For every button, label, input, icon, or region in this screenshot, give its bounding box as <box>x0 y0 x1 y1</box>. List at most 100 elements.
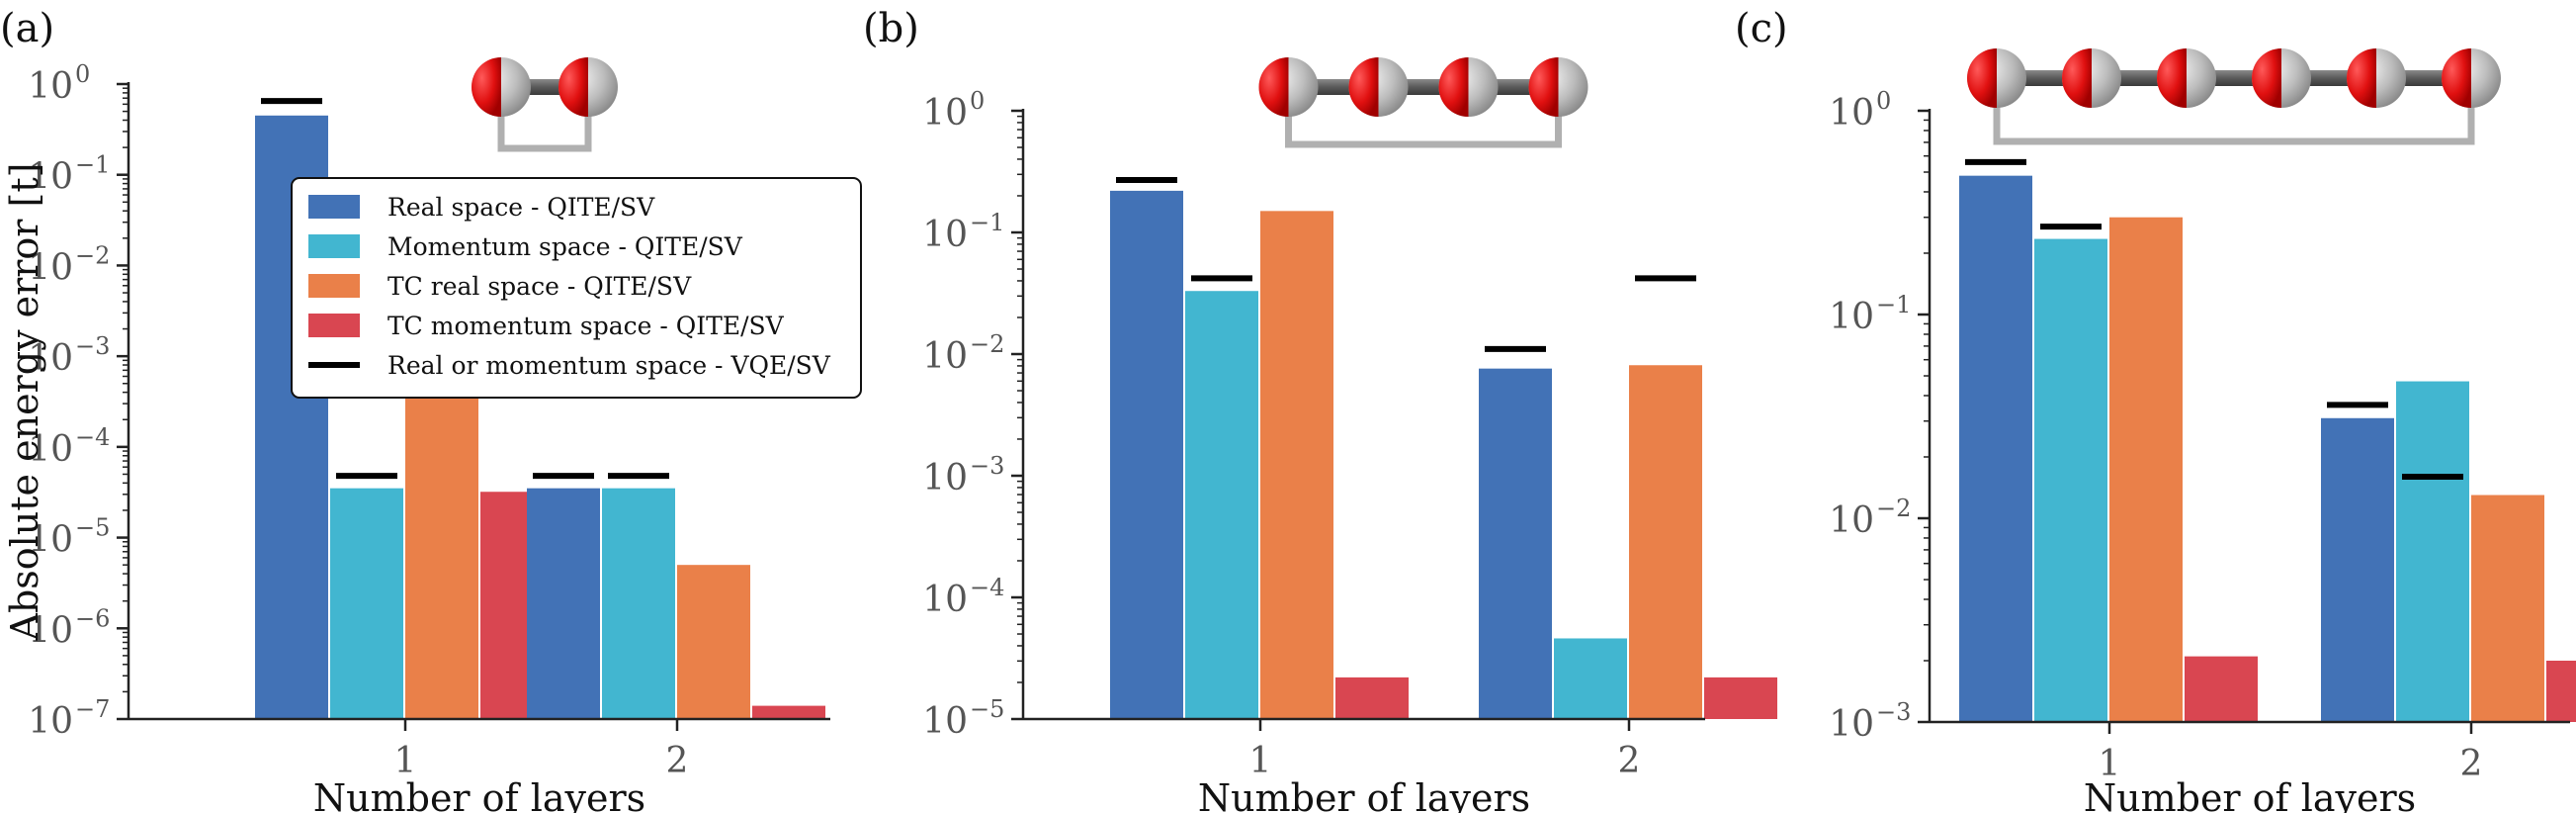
x-tick-label: 1 <box>2099 744 2121 784</box>
y-tick-exponent: −1 <box>1876 291 1911 318</box>
y-tick-label: 10 <box>28 66 73 107</box>
legend-swatch-tc-real <box>308 274 360 298</box>
bar <box>2321 417 2394 722</box>
atom <box>1348 57 1409 117</box>
y-tick-label: 10 <box>28 429 73 470</box>
y-tick-label: 10 <box>1829 704 1874 745</box>
periodic-bracket <box>497 111 592 152</box>
bar <box>677 565 750 719</box>
atom <box>558 57 618 117</box>
bar <box>330 488 403 719</box>
bar <box>527 488 600 719</box>
y-tick-exponent: −6 <box>75 604 110 632</box>
legend-frame <box>291 177 862 399</box>
y-tick-exponent: −5 <box>970 695 1004 723</box>
bar <box>2396 381 2469 722</box>
molecule-icon <box>472 57 618 152</box>
bar <box>405 394 478 719</box>
x-tick-label: 2 <box>1618 741 1641 781</box>
y-tick-exponent: −3 <box>1876 698 1911 726</box>
bar <box>1185 291 1258 719</box>
y-tick-exponent: −2 <box>1876 495 1911 522</box>
atom <box>2157 48 2216 108</box>
bar <box>1260 211 1333 720</box>
atom <box>1528 57 1589 117</box>
x-tick-label: 1 <box>1249 741 1272 781</box>
bar <box>1554 638 1627 719</box>
y-axis-title: Absolute energy error [t] <box>3 163 46 642</box>
legend: Real space - QITE/SV Momentum space - QI… <box>291 177 862 399</box>
y-tick-label: 10 <box>922 701 968 742</box>
atom <box>2062 48 2121 108</box>
y-tick-exponent: −7 <box>75 695 110 723</box>
y-tick-exponent: 0 <box>970 87 985 115</box>
y-tick-label: 10 <box>28 701 73 742</box>
atom <box>472 57 531 117</box>
bar <box>1110 190 1183 719</box>
y-tick-exponent: −2 <box>970 330 1004 358</box>
x-axis-title: Number of layers <box>1198 776 1530 813</box>
legend-swatch-momentum <box>308 234 360 258</box>
atom <box>2442 48 2501 108</box>
legend-label-momentum: Momentum space - QITE/SV <box>387 232 743 261</box>
legend-label-vqe: Real or momentum space - VQE/SV <box>387 351 831 380</box>
periodic-bracket <box>1993 102 2475 145</box>
bar <box>1335 677 1409 719</box>
y-tick-label: 10 <box>922 458 968 498</box>
molecule-icon <box>1967 48 2501 145</box>
y-tick-exponent: −4 <box>75 423 110 451</box>
y-tick-label: 10 <box>1829 93 1874 134</box>
atom <box>1438 57 1499 117</box>
atom <box>1967 48 2026 108</box>
y-tick-exponent: −1 <box>75 151 110 179</box>
bar <box>1479 368 1552 719</box>
atom <box>2252 48 2311 108</box>
bar <box>1959 175 2032 722</box>
y-tick-label: 10 <box>28 520 73 561</box>
y-tick-label: 10 <box>28 338 73 379</box>
legend-label-tc-momentum: TC momentum space - QITE/SV <box>387 312 785 340</box>
y-tick-exponent: −3 <box>970 452 1004 480</box>
bar <box>1629 365 1702 719</box>
y-tick-label: 10 <box>1829 297 1874 337</box>
bar <box>1704 677 1777 719</box>
panel-a: (a)10 010 −110 −210 −310 −410 −510 −610 −71 2Numb… <box>0 6 830 813</box>
legend-swatch-real <box>308 195 360 219</box>
y-tick-label: 10 <box>28 247 73 288</box>
y-tick-label: 10 <box>922 336 968 377</box>
y-tick-exponent: −1 <box>970 209 1004 236</box>
legend-label-real: Real space - QITE/SV <box>387 193 655 222</box>
bar <box>2109 217 2183 723</box>
panel-label: (c) <box>1735 6 1788 51</box>
legend-label-tc-real: TC real space - QITE/SV <box>387 272 692 301</box>
bar <box>752 705 825 719</box>
y-tick-exponent: −3 <box>75 332 110 360</box>
x-tick-label: 2 <box>2460 744 2483 784</box>
legend-swatch-tc-momentum <box>308 314 360 337</box>
panel-label: (b) <box>863 6 919 51</box>
bar <box>2471 495 2544 722</box>
bar <box>602 488 675 719</box>
y-tick-label: 10 <box>922 215 968 255</box>
x-tick-label: 2 <box>666 741 689 781</box>
panel-label: (a) <box>0 6 54 51</box>
atom <box>2347 48 2406 108</box>
y-tick-exponent: −5 <box>75 514 110 542</box>
x-tick-label: 1 <box>394 741 417 781</box>
y-tick-label: 10 <box>922 93 968 134</box>
periodic-bracket <box>1285 111 1562 148</box>
y-tick-exponent: −2 <box>75 241 110 269</box>
y-tick-exponent: −4 <box>970 574 1004 601</box>
y-tick-label: 10 <box>922 580 968 620</box>
y-tick-exponent: 0 <box>75 60 90 88</box>
bar <box>2034 238 2107 723</box>
y-tick-label: 10 <box>28 610 73 651</box>
bar <box>2185 656 2258 722</box>
x-axis-title: Number of layers <box>313 776 645 813</box>
y-tick-label: 10 <box>28 157 73 198</box>
molecule-icon <box>1258 57 1589 148</box>
x-axis-title: Number of layers <box>2084 776 2416 813</box>
